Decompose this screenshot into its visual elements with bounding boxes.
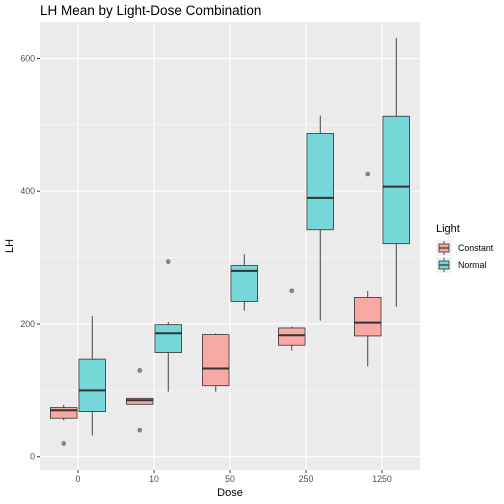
legend: Light Constant Normal: [436, 223, 494, 273]
box-normal-1250: [382, 37, 410, 307]
x-tick-label: 50: [225, 474, 235, 484]
x-tick-label: 250: [299, 474, 314, 484]
box-normal-50: [230, 254, 258, 311]
x-tick-label: 10: [149, 474, 159, 484]
y-tick-label: 600: [20, 54, 35, 64]
box-body: [382, 115, 410, 245]
box-body: [78, 358, 106, 412]
box-constant-0: [50, 404, 78, 446]
outlier-point: [137, 368, 143, 373]
x-axis-title: Dose: [217, 487, 243, 499]
x-tick-label: 1250: [372, 474, 392, 484]
legend-label: Normal: [458, 260, 486, 270]
box-body: [154, 324, 182, 353]
outlier-point: [365, 171, 371, 177]
box-normal-10: [154, 259, 182, 392]
legend-label: Constant: [458, 243, 494, 253]
outlier-point: [165, 259, 171, 264]
box-constant-250: [278, 288, 306, 351]
box-layer: [50, 37, 410, 446]
y-axis: 0 200 400 600: [20, 54, 40, 462]
outlier-point: [61, 441, 67, 446]
box-normal-0: [78, 316, 106, 436]
box-constant-1250: [354, 171, 382, 367]
y-tick-label: 200: [20, 319, 35, 329]
outlier-point: [289, 288, 295, 294]
box-body: [354, 297, 382, 337]
major-gridlines: [40, 22, 420, 470]
box-body: [50, 407, 78, 419]
box-constant-10: [126, 368, 154, 433]
x-axis: 0 10 50 250 1250: [76, 470, 392, 484]
box-normal-250: [306, 115, 334, 321]
outlier-point: [137, 427, 143, 433]
box-body: [278, 327, 306, 346]
box-constant-50: [202, 333, 230, 392]
legend-key-normal: [436, 257, 452, 273]
box-body: [306, 133, 334, 231]
y-tick-label: 0: [30, 452, 35, 462]
y-axis-title: LH: [4, 239, 16, 253]
y-tick-label: 400: [20, 186, 35, 196]
box-body: [202, 334, 230, 387]
legend-key-constant: [436, 240, 452, 256]
x-tick-label: 0: [76, 474, 81, 484]
chart-title: LH Mean by Light-Dose Combination: [40, 3, 261, 18]
legend-title: Light: [436, 223, 460, 235]
